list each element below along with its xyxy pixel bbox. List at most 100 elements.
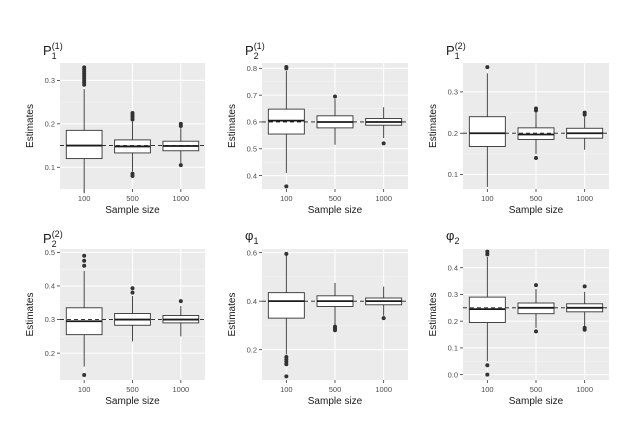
panel-3-title: P1(2)	[446, 41, 466, 61]
panel-5-y-tick-label: 0.4	[247, 297, 257, 306]
panel-2-x-tick-label: 1000	[375, 194, 392, 203]
panel-3-y-axis-title: Estimates	[428, 104, 439, 148]
panel-5-box-100	[267, 251, 305, 379]
panel-5-outlier-point	[284, 362, 289, 367]
panel-1-x-tick-label: 100	[78, 194, 91, 203]
panel-2-y-axis-title: Estimates	[227, 104, 238, 148]
panel-6-title-main: φ	[446, 228, 454, 243]
panel-4-y-tick-label: 0.3	[45, 315, 55, 324]
panel-1-title: P1(1)	[43, 41, 63, 61]
panel-1-iqr-box	[65, 129, 103, 160]
panel-4-x-tick-label: 500	[126, 385, 139, 394]
panel-1-title-main: P	[43, 43, 52, 58]
panel-2-title: P2(1)	[245, 41, 265, 61]
panel-5-outlier-point	[284, 374, 289, 379]
panel-4-outlier-point	[82, 263, 87, 268]
panel-4-title: P2(2)	[43, 229, 63, 249]
panel-2-title-sub: 2	[254, 51, 259, 61]
panel-6-x-tick-label: 500	[530, 385, 543, 394]
panel-6-outlier-point	[582, 284, 587, 289]
panel-5-x-tick-label: 100	[280, 385, 293, 394]
panel-2-x-tick-label: 500	[329, 194, 342, 203]
panel-6-title-sub: 2	[454, 236, 459, 246]
panel-3-x-tick-label: 100	[481, 194, 494, 203]
panel-6-outlier-point	[485, 249, 490, 254]
panel-6-box-100	[468, 249, 506, 377]
panel-2-outlier-point	[284, 184, 289, 189]
panel-3-y-tick-label: 0.1	[448, 170, 458, 179]
panel-4-x-tick-label: 1000	[172, 385, 189, 394]
panel-5-plot: 0.2 0.4 0.6 100 500 1000 Sample size Estimates	[227, 248, 408, 407]
panel-2-outlier-point	[333, 94, 337, 99]
panel-1-outlier-point	[130, 173, 135, 178]
panel-5-y-axis-title: Estimates	[227, 293, 238, 337]
panel-5-title-sub: 1	[253, 236, 258, 246]
panel-4-box-100	[65, 253, 103, 377]
panel-3-x-axis-title: Sample size	[509, 205, 564, 216]
panel-6-x-tick-label: 100	[481, 385, 494, 394]
panel-1-x-tick-label: 500	[126, 194, 139, 203]
panel-6-y-tick-label: 0.1	[448, 344, 458, 353]
panel-6-y-tick-label: 0.4	[448, 263, 458, 272]
panel-2-y-tick-label: 0.4	[247, 171, 257, 180]
panel-4-outlier-point	[130, 290, 135, 295]
panel-3-outlier-point	[485, 65, 490, 70]
panel-5-title-main: φ	[245, 228, 253, 243]
panel-5-y-tick-label: 0.6	[247, 248, 257, 257]
panel-4-outlier-point	[82, 258, 87, 263]
panel-3-title-sub: 1	[455, 51, 460, 61]
panel-1-box-500	[114, 110, 151, 178]
panel-1-outlier-point	[82, 65, 87, 70]
panel-3-outlier-point	[534, 106, 538, 111]
panel-4-title-sup: (2)	[52, 229, 63, 239]
panel-1-title-sup: (1)	[52, 41, 63, 51]
panel-5-outlier-point	[284, 251, 289, 256]
panel-3-plot: 0.1 0.2 0.3 100 500 1000 Sample size Estimates	[428, 63, 609, 216]
panel-6-x-axis-title: Sample size	[509, 396, 564, 407]
panel-5-title: φ1	[245, 228, 258, 246]
panel-5-y-tick-label: 0.2	[247, 345, 257, 354]
panel-4-outlier-point	[82, 253, 87, 258]
panel-2-title-sup: (1)	[254, 41, 265, 51]
panel-4-title-sub: 2	[52, 239, 57, 249]
panel-2-plot: 0.4 0.5 0.6 0.7 0.8 100 500 1000 Sample size Esti…	[227, 63, 408, 216]
panel-4-outlier-point	[178, 299, 183, 304]
panel-2-title-main: P	[245, 43, 254, 58]
panel-6-title: φ2	[446, 228, 459, 246]
panel-4-y-tick-label: 0.2	[45, 349, 55, 358]
panel-6-outlier-point	[534, 283, 538, 288]
panel-6-plot: 0.0 0.1 0.2 0.3 0.4 100 500 1000 Sample size Esti…	[428, 249, 609, 407]
panel-1-y-tick-label: 0.1	[45, 163, 55, 172]
panel-4-y-axis-title: Estimates	[25, 293, 36, 337]
panel-3-title-sup: (2)	[455, 41, 466, 51]
panel-4-x-axis-title: Sample size	[105, 396, 160, 407]
panel-1-y-axis-title: Estimates	[25, 104, 36, 148]
panel-1-y-tick-label: 0.3	[45, 76, 55, 85]
panel-3-outlier-point	[582, 110, 587, 115]
panel-2-y-tick-label: 0.8	[247, 64, 257, 73]
panel-4-y-tick-label: 0.4	[45, 282, 55, 291]
panel-3-title-main: P	[446, 43, 455, 58]
panel-6-outlier-point	[485, 372, 490, 377]
panel-5-iqr-box	[267, 292, 305, 319]
panel-5-x-tick-label: 500	[329, 385, 342, 394]
panel-1-x-axis-title: Sample size	[105, 205, 160, 216]
panel-4-outlier-point	[82, 372, 87, 377]
panel-4-x-tick-label: 100	[78, 385, 91, 394]
panel-3-y-tick-label: 0.3	[448, 88, 458, 97]
panel-6-y-tick-label: 0.2	[448, 317, 458, 326]
panel-2-y-tick-label: 0.7	[247, 91, 257, 100]
panel-5-x-tick-label: 1000	[375, 385, 392, 394]
panel-6-y-axis-title: Estimates	[428, 293, 439, 337]
panel-6-x-tick-label: 1000	[576, 385, 593, 394]
panel-1-outlier-point	[178, 163, 183, 168]
panel-3-x-tick-label: 500	[530, 194, 543, 203]
panel-6-y-tick-label: 0.0	[448, 370, 458, 379]
panel-1-outlier-point	[130, 110, 135, 115]
panel-6-outlier-point	[582, 327, 587, 332]
panel-3-y-tick-label: 0.2	[448, 129, 458, 138]
panel-4-title-main: P	[43, 231, 52, 246]
panel-2-x-tick-label: 100	[280, 194, 293, 203]
panel-1-outlier-point	[178, 121, 183, 126]
